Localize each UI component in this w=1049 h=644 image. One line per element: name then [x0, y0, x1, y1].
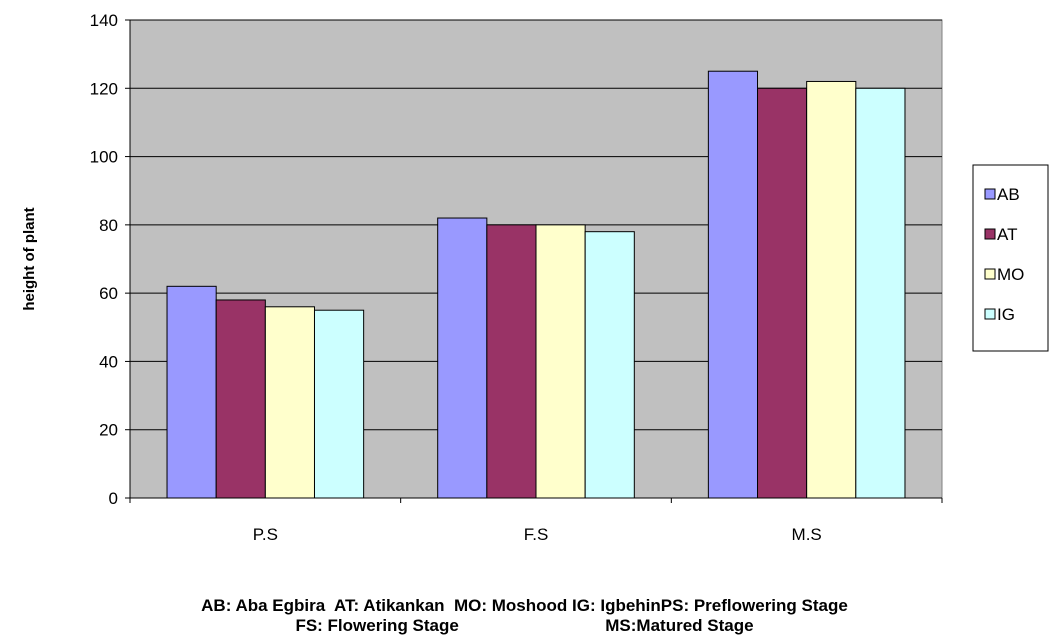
legend-swatch-ig — [984, 308, 996, 320]
x-tick-label: P.S — [253, 525, 278, 544]
legend: AB AT MO IG — [972, 164, 1049, 352]
y-tick-label: 120 — [90, 79, 118, 98]
y-tick-label: 20 — [99, 421, 118, 440]
legend-swatch-at — [984, 228, 996, 240]
bar-ig-0 — [313, 309, 365, 499]
legend-label-at: AT — [997, 225, 1017, 244]
footnote-line-2: FS: Flowering Stage MS:Matured Stage — [295, 616, 754, 635]
axes: 0 20 40 60 80 100 120 140 P.S F.S M.S — [90, 11, 943, 544]
y-tick-label: 0 — [109, 489, 118, 508]
y-tick-label: 100 — [90, 148, 118, 167]
bar-at-1 — [486, 224, 537, 499]
bars — [166, 70, 906, 499]
footnote-line-1: AB: Aba Egbira AT: Atikankan MO: Moshood… — [201, 596, 848, 615]
bar-ig-1 — [584, 231, 635, 499]
bar-ab-1 — [437, 217, 488, 499]
y-tick-label: 140 — [90, 11, 118, 30]
bar-mo-0 — [264, 306, 315, 499]
bar-mo-2 — [806, 80, 857, 499]
bar-at-0 — [215, 299, 266, 499]
y-tick-label: 80 — [99, 216, 118, 235]
legend-swatch-ab — [984, 188, 996, 200]
y-tick-label: 60 — [99, 284, 118, 303]
legend-label-ig: IG — [997, 305, 1015, 324]
y-tick-label: 40 — [99, 352, 118, 371]
bar-ig-2 — [855, 87, 906, 499]
x-tick-label: F.S — [524, 525, 549, 544]
bar-ab-2 — [707, 70, 759, 499]
bar-ab-0 — [166, 285, 217, 499]
bar-mo-1 — [535, 224, 586, 499]
legend-swatch-mo — [984, 268, 996, 280]
legend-label-mo: MO — [997, 265, 1024, 284]
legend-label-ab: AB — [997, 185, 1020, 204]
y-axis-label: height of plant — [21, 207, 38, 310]
x-tick-label: M.S — [792, 525, 822, 544]
bar-at-2 — [757, 87, 808, 499]
